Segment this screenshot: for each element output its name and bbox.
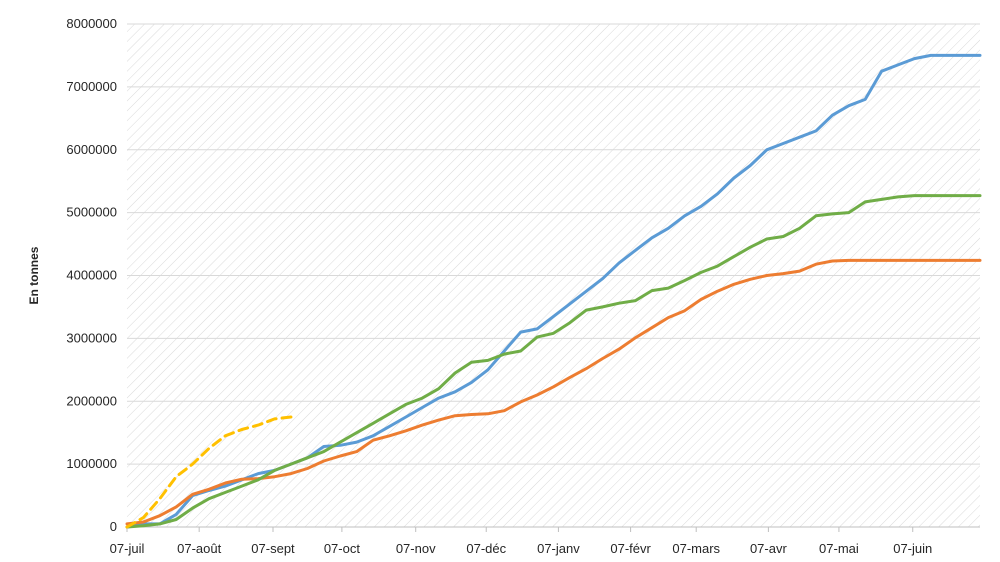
series-line-4: [125, 415, 293, 529]
series-line-1: [125, 53, 982, 529]
x-tick-label: 07-août: [177, 541, 221, 556]
y-tick-label: 7000000: [66, 79, 117, 94]
y-axis-label: En tonnes: [27, 246, 41, 304]
x-tick-label: 07-avr: [750, 541, 788, 556]
x-tick-label: 07-juin: [893, 541, 932, 556]
y-tick-label: 1000000: [66, 456, 117, 471]
y-tick-label: 0: [110, 519, 117, 534]
y-tick-label: 4000000: [66, 268, 117, 283]
x-tick-label: 07-févr: [610, 541, 651, 556]
x-tick-label: 07-mai: [819, 541, 859, 556]
x-tick-label: 07-mars: [672, 541, 720, 556]
x-axis: 07-juil 07-août 07-sept 07-oct 07-nov 07-déc 0…: [110, 527, 932, 556]
y-axis: 0 1000000 2000000 3000000 4000000 5000000 6000…: [66, 16, 117, 534]
series-layer: [125, 53, 982, 529]
y-tick-label: 6000000: [66, 142, 117, 157]
x-tick-label: 07-juil: [110, 541, 145, 556]
gridlines: [127, 23, 980, 528]
series-line-2: [125, 258, 982, 526]
y-tick-label: 3000000: [66, 330, 117, 345]
series-line-3: [125, 194, 982, 529]
x-tick-label: 07-déc: [466, 541, 506, 556]
y-tick-label: 5000000: [66, 205, 117, 220]
x-tick-label: 07-nov: [396, 541, 436, 556]
y-tick-label: 2000000: [66, 393, 117, 408]
x-tick-label: 07-oct: [324, 541, 361, 556]
x-tick-label: 07-sept: [251, 541, 295, 556]
y-tick-label: 8000000: [66, 16, 117, 31]
x-tick-label: 07-janv: [537, 541, 580, 556]
